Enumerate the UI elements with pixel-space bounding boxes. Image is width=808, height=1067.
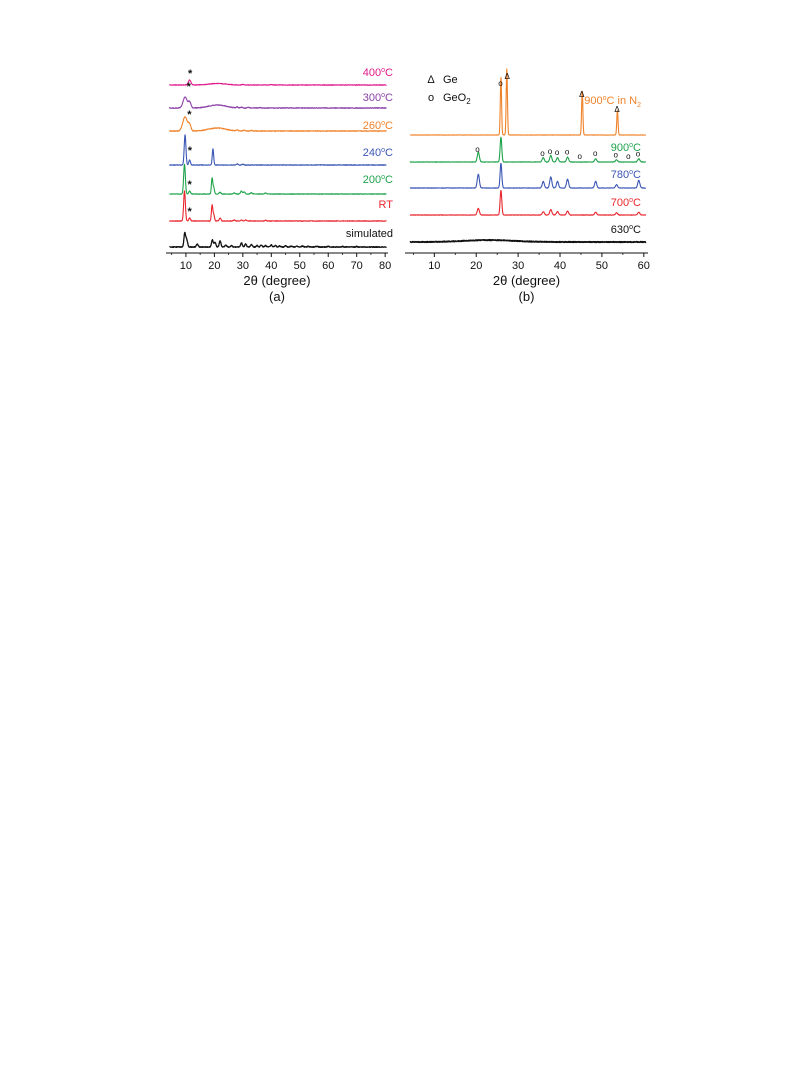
series-label-b: 900oC in N2 [584,95,641,109]
ge-marker: Δ [579,90,585,99]
series-label-a: 200oC [363,174,393,186]
series-label-a: 400oC [363,67,393,79]
x-tick-label: 10 [180,260,192,272]
series-line [168,116,387,132]
series-line [169,163,387,195]
series-line [409,189,647,216]
series-line [409,162,647,189]
legend-label: Ge [443,74,458,86]
x-tick-label: 80 [379,260,391,272]
geo2-marker: o [548,147,553,156]
series-label-b: 630oC [611,224,641,236]
series-label-a: simulated [346,228,393,240]
geo2-marker: o [593,149,598,158]
x-tick-label: 40 [554,260,566,272]
legend-ge-symbol: Δ [427,74,435,86]
series-line [168,134,387,166]
geo2-marker: o [614,150,619,159]
series-line [169,231,387,249]
ge-marker: Δ [614,105,620,114]
x-tick-label: 50 [596,260,608,272]
x-tick-label: 20 [470,260,482,272]
star-marker: * [188,68,193,80]
series-line [409,68,647,136]
geo2-marker: o [565,147,570,156]
panel-tag: (a) [269,289,285,304]
x-tick-label: 60 [638,260,650,272]
star-marker: * [187,179,192,191]
series-label-a: 300oC [363,92,393,104]
legend-label: GeO2 [443,92,471,106]
geo2-marker: o [555,148,560,157]
series-label-a: RT [379,199,394,211]
geo2-marker: o [498,79,503,88]
legend-geo2-symbol: o [428,92,434,104]
series-line [168,79,387,86]
star-marker: * [187,81,192,93]
geo2-marker: o [540,149,545,158]
x-tick-label: 10 [428,260,440,272]
xrd-figure: 10 20 30 40 50 60 70 80 2θ (degree) (a) * * * * * * 400o… [0,0,808,330]
x-tick-label: 30 [237,260,249,272]
series-label-a: 240oC [363,147,393,159]
series-label-b: 700oC [611,197,641,209]
star-marker: * [187,109,192,121]
x-tick-label: 30 [512,260,524,272]
x-tick-label: 60 [322,260,334,272]
x-tick-label: 20 [208,260,220,272]
geo2-marker: o [626,152,631,161]
star-marker: * [187,206,192,218]
series-label-b: 900oC [611,142,641,154]
series-label-a: 260oC [363,120,393,132]
series-line [168,96,387,109]
x-tick-label: 40 [265,260,277,272]
series-label-b: 780oC [611,169,641,181]
x-tick-label: 50 [294,260,306,272]
star-marker: * [188,145,193,157]
x-axis-label: 2θ (degree) [243,273,310,288]
geo2-marker: o [577,152,582,161]
x-axis-label: 2θ (degree) [493,273,560,288]
panel-tag: (b) [519,289,535,304]
x-tick-label: 70 [351,260,363,272]
series-line [168,190,387,222]
series-line [409,136,647,163]
series-line [409,238,647,244]
geo2-marker: o [475,145,480,154]
geo2-marker: o [636,150,641,159]
ge-marker: Δ [505,72,511,81]
